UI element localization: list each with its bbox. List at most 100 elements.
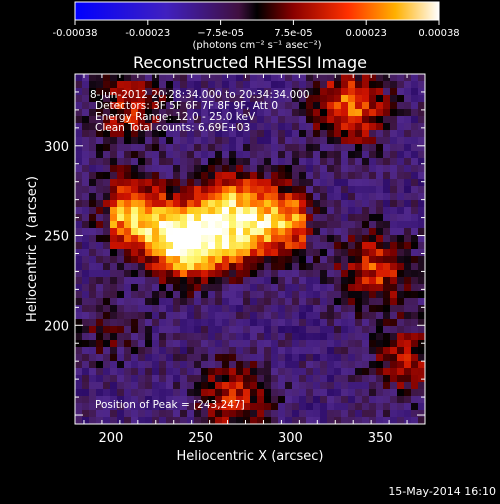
heatmap-cell <box>194 326 202 334</box>
heatmap-cell <box>292 417 300 424</box>
heatmap-cell <box>110 368 118 376</box>
heatmap-cell <box>236 95 244 103</box>
heatmap-cell <box>194 389 202 397</box>
heatmap-cell <box>362 221 370 229</box>
heatmap-cell <box>390 242 398 250</box>
heatmap-cell <box>271 270 279 278</box>
heatmap-cell <box>250 368 258 376</box>
heatmap-cell <box>96 389 104 397</box>
heatmap-cell <box>194 333 202 341</box>
heatmap-cell <box>152 403 160 411</box>
heatmap-cell <box>355 361 363 369</box>
heatmap-cell <box>96 417 104 424</box>
heatmap-cell <box>110 291 118 299</box>
heatmap-cell <box>124 312 132 320</box>
heatmap-cell <box>327 270 335 278</box>
heatmap-cell <box>390 249 398 257</box>
heatmap-cell <box>194 144 202 152</box>
heatmap-cell <box>89 375 97 383</box>
heatmap-cell <box>131 417 139 424</box>
heatmap-cell <box>404 312 412 320</box>
heatmap-cell <box>159 319 167 327</box>
heatmap-cell <box>320 368 328 376</box>
heatmap-cell <box>187 256 195 264</box>
heatmap-cell <box>229 74 237 82</box>
heatmap-cell <box>390 354 398 362</box>
heatmap-cell <box>285 305 293 313</box>
heatmap-cell <box>369 186 377 194</box>
heatmap-cell <box>187 193 195 201</box>
heatmap-cell <box>285 389 293 397</box>
heatmap-cell <box>369 102 377 110</box>
heatmap-cell <box>376 123 384 131</box>
heatmap-cell <box>397 326 405 334</box>
heatmap-cell <box>411 193 419 201</box>
heatmap-cell <box>397 396 405 404</box>
heatmap-cell <box>110 312 118 320</box>
heatmap-cell <box>383 347 391 355</box>
heatmap-cell <box>327 137 335 145</box>
heatmap-cell <box>124 235 132 243</box>
heatmap-cell <box>166 270 174 278</box>
heatmap-cell <box>397 81 405 89</box>
heatmap-cell <box>110 333 118 341</box>
heatmap-cell <box>152 305 160 313</box>
heatmap-cell <box>75 312 83 320</box>
heatmap-cell <box>292 284 300 292</box>
heatmap-cell <box>341 228 349 236</box>
heatmap-cell <box>173 109 181 117</box>
heatmap-cell <box>166 172 174 180</box>
heatmap-cell <box>313 102 321 110</box>
heatmap-cell <box>82 235 90 243</box>
heatmap-cell <box>278 382 286 390</box>
heatmap-cell <box>208 193 216 201</box>
heatmap-cell <box>201 354 209 362</box>
heatmap-cell <box>222 172 230 180</box>
heatmap-cell <box>243 186 251 194</box>
heatmap-cell <box>376 130 384 138</box>
heatmap-cell <box>166 347 174 355</box>
heatmap-cell <box>271 410 279 418</box>
heatmap-cell <box>145 200 153 208</box>
heatmap-cell <box>348 116 356 124</box>
heatmap-cell <box>327 403 335 411</box>
heatmap-cell <box>355 88 363 96</box>
heatmap-cell <box>418 382 425 390</box>
heatmap-cell <box>264 417 272 424</box>
heatmap-cell <box>348 151 356 159</box>
heatmap-cell <box>82 256 90 264</box>
heatmap-cell <box>299 361 307 369</box>
heatmap-cell <box>236 361 244 369</box>
heatmap-cell <box>306 123 314 131</box>
heatmap-cell <box>208 144 216 152</box>
heatmap-cell <box>145 207 153 215</box>
heatmap-cell <box>173 242 181 250</box>
heatmap-cell <box>124 368 132 376</box>
heatmap-cell <box>124 123 132 131</box>
heatmap-cell <box>131 249 139 257</box>
heatmap-cell <box>166 81 174 89</box>
heatmap-cell <box>418 403 425 411</box>
heatmap-cell <box>131 95 139 103</box>
heatmap-cell <box>355 144 363 152</box>
heatmap-cell <box>257 102 265 110</box>
heatmap-cell <box>299 305 307 313</box>
heatmap-cell <box>320 291 328 299</box>
heatmap-cell <box>404 298 412 306</box>
heatmap-cell <box>138 340 146 348</box>
heatmap-cell <box>243 319 251 327</box>
heatmap-cell <box>285 172 293 180</box>
heatmap-cell <box>397 193 405 201</box>
heatmap-cell <box>187 270 195 278</box>
heatmap-cell <box>215 137 223 145</box>
heatmap-cell <box>278 165 286 173</box>
heatmap-cell <box>369 123 377 131</box>
heatmap-cell <box>82 200 90 208</box>
heatmap-cell <box>313 81 321 89</box>
heatmap-cell <box>96 291 104 299</box>
heatmap-cell <box>285 340 293 348</box>
heatmap-cell <box>166 221 174 229</box>
heatmap-cell <box>271 291 279 299</box>
heatmap-cell <box>89 270 97 278</box>
heatmap-cell <box>376 396 384 404</box>
